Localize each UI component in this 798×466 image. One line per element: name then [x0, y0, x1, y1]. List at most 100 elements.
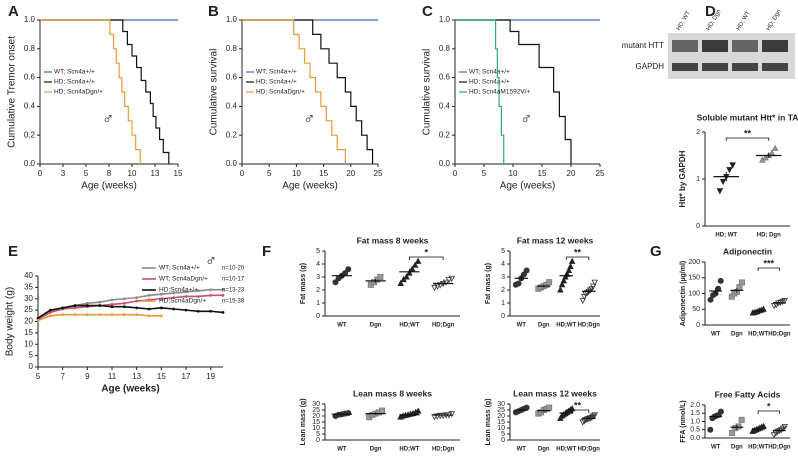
- y-tick-label: 1.5: [690, 410, 700, 417]
- category-label: Dgn: [370, 323, 382, 329]
- y-tick-label: 0: [29, 362, 34, 371]
- data-point: [726, 167, 733, 174]
- y-tick-label: 1.0: [226, 15, 238, 24]
- x-tick-label: 15: [157, 372, 166, 381]
- data-point: [345, 409, 352, 416]
- significance-label: **: [574, 247, 582, 257]
- y-tick-label: 15: [312, 419, 320, 426]
- category-label: WT: [517, 323, 527, 329]
- data-point: [345, 266, 352, 273]
- weight-point: [221, 288, 225, 292]
- data-point: [414, 257, 422, 264]
- x-tick-label: 7: [60, 372, 65, 381]
- y-tick-label: 30: [24, 294, 33, 303]
- survival-curve: [455, 19, 572, 164]
- x-tick-label: 15: [538, 169, 547, 178]
- data-point: [729, 162, 736, 169]
- x-tick-label: 0: [453, 169, 458, 178]
- significance-bracket: [565, 409, 590, 413]
- survival-curve: [40, 19, 170, 164]
- x-tick-label: 0: [240, 169, 245, 178]
- significance-label: ***: [763, 258, 774, 268]
- data-point: [583, 416, 591, 423]
- y-tick-label: 4: [501, 261, 505, 268]
- y-tick-label: 25: [312, 407, 320, 414]
- weight-point: [48, 308, 52, 312]
- weight-point: [36, 318, 40, 322]
- data-point: [560, 277, 567, 284]
- y-tick-label: 5: [501, 431, 505, 438]
- chart-title: Free Fatty Acids: [715, 389, 781, 399]
- weight-point: [159, 306, 163, 310]
- category-label: HD;WT: [748, 445, 768, 451]
- data-point: [523, 267, 530, 274]
- category-label: Dgn: [731, 332, 743, 338]
- panel-label: D: [705, 3, 716, 20]
- legend-label: HD; Scn4a+/+: [469, 79, 510, 86]
- y-tick-label: 2: [316, 287, 320, 294]
- y-axis-label: Adiponectin (µg/ml): [680, 261, 687, 326]
- y-tick-label: 1.0: [439, 15, 451, 24]
- x-tick-label: 5: [267, 169, 272, 178]
- chart-title: Lean mass 8 weeks: [353, 388, 432, 398]
- x-axis-label: Age (weeks): [282, 181, 338, 192]
- weight-point: [73, 313, 77, 317]
- category-label: Dgn: [370, 447, 382, 453]
- data-point: [781, 297, 788, 305]
- x-tick-label: 13: [151, 169, 160, 178]
- y-tick-label: 0: [501, 313, 505, 320]
- data-point: [436, 282, 444, 289]
- x-tick-label: 5: [482, 169, 487, 178]
- data-point: [729, 430, 736, 437]
- y-tick-label: 1.0: [24, 15, 36, 24]
- y-axis-label: Htt* by GAPDH: [678, 150, 687, 207]
- y-tick-label: 5: [316, 248, 320, 255]
- category-label: HD;Dgn: [432, 323, 455, 329]
- x-tick-label: 10: [509, 169, 518, 178]
- legend-label: WT; Scn4a+/+: [256, 69, 297, 76]
- significance-label: **: [744, 128, 752, 138]
- weight-point: [135, 299, 139, 303]
- data-point: [431, 284, 438, 292]
- x-tick-label: 8: [107, 169, 112, 178]
- data-point: [558, 281, 566, 288]
- x-tick-label: 13: [132, 372, 141, 381]
- blot-band: [762, 63, 788, 71]
- data-point: [707, 296, 714, 303]
- weight-point: [48, 314, 52, 318]
- category-label: HD;Dgn: [578, 447, 601, 453]
- category-label: HD;WT: [399, 323, 419, 329]
- data-point: [582, 417, 590, 424]
- data-point: [397, 279, 404, 286]
- x-axis-label: Age (weeks): [81, 181, 137, 192]
- lane-label: HD; WT: [736, 10, 752, 32]
- y-tick-label: 0.0: [24, 159, 36, 168]
- y-tick-label: 0.0: [439, 159, 451, 168]
- data-point: [377, 273, 384, 280]
- x-tick-label: 0: [38, 169, 43, 178]
- y-tick-label: 10: [24, 339, 33, 348]
- y-tick-label: 0: [316, 437, 320, 444]
- x-axis-label: Age (weeks): [500, 181, 556, 192]
- y-tick-label: 0.8: [226, 44, 238, 53]
- data-point: [448, 275, 456, 283]
- significance-bracket: [757, 267, 780, 271]
- band-label: GAPDH: [636, 62, 665, 71]
- category-label: HD;Dgn: [768, 332, 791, 338]
- y-tick-label: 15: [497, 419, 505, 426]
- weight-point: [159, 297, 163, 301]
- weight-point: [172, 296, 176, 300]
- legend-label: HD; Scn4a+/+: [54, 79, 95, 86]
- data-point: [442, 279, 450, 286]
- data-point: [434, 413, 441, 420]
- weight-point: [85, 304, 89, 307]
- legend-label: HD; Scn4a+/+: [256, 79, 297, 86]
- y-tick-label: 5: [316, 431, 320, 438]
- weight-point: [147, 314, 151, 318]
- y-tick-label: 0: [501, 437, 505, 444]
- x-tick-label: 20: [567, 169, 576, 178]
- panel-label: G: [650, 243, 662, 260]
- y-tick-label: 2.0: [690, 402, 700, 409]
- data-point: [414, 407, 422, 414]
